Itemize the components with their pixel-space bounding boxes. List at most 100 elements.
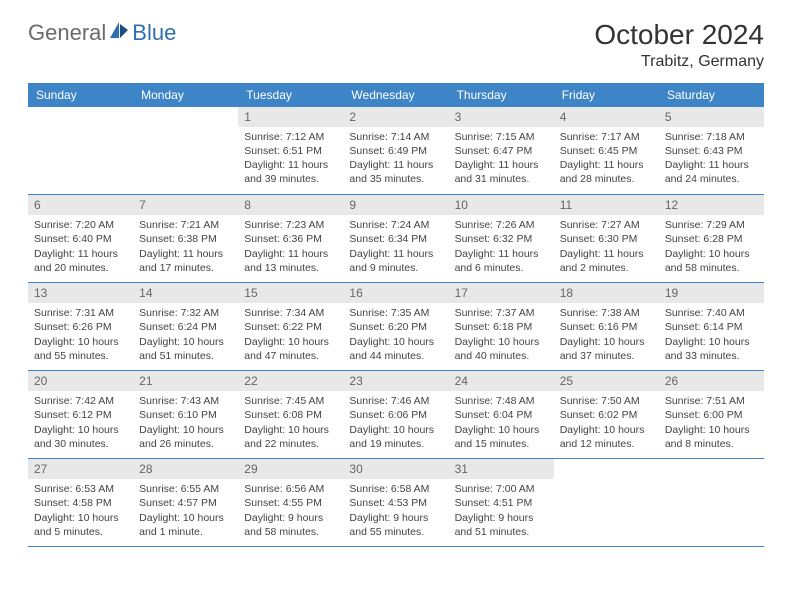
calendar-week: 6Sunrise: 7:20 AMSunset: 6:40 PMDaylight… (28, 195, 764, 283)
day-number: 26 (659, 371, 764, 391)
day-content: Sunrise: 7:34 AMSunset: 6:22 PMDaylight:… (238, 303, 343, 369)
calendar-cell: 11Sunrise: 7:27 AMSunset: 6:30 PMDayligh… (554, 195, 659, 283)
sunrise-text: Sunrise: 7:21 AM (139, 218, 232, 232)
sunset-text: Sunset: 6:51 PM (244, 144, 337, 158)
sunset-text: Sunset: 6:34 PM (349, 232, 442, 246)
day-number: 22 (238, 371, 343, 391)
day-number: 21 (133, 371, 238, 391)
sunrise-text: Sunrise: 7:51 AM (665, 394, 758, 408)
sunset-text: Sunset: 6:08 PM (244, 408, 337, 422)
day-content: Sunrise: 7:17 AMSunset: 6:45 PMDaylight:… (554, 127, 659, 193)
day-number: 13 (28, 283, 133, 303)
calendar-cell: 1Sunrise: 7:12 AMSunset: 6:51 PMDaylight… (238, 107, 343, 195)
day-content: Sunrise: 7:37 AMSunset: 6:18 PMDaylight:… (449, 303, 554, 369)
daylight-text: Daylight: 10 hours and 8 minutes. (665, 423, 758, 451)
sunset-text: Sunset: 6:10 PM (139, 408, 232, 422)
daylight-text: Daylight: 11 hours and 35 minutes. (349, 158, 442, 186)
day-header: Thursday (449, 83, 554, 107)
sunset-text: Sunset: 6:22 PM (244, 320, 337, 334)
day-content: Sunrise: 7:46 AMSunset: 6:06 PMDaylight:… (343, 391, 448, 457)
sunset-text: Sunset: 6:06 PM (349, 408, 442, 422)
day-content: Sunrise: 7:18 AMSunset: 6:43 PMDaylight:… (659, 127, 764, 193)
day-number: 28 (133, 459, 238, 479)
sunrise-text: Sunrise: 6:55 AM (139, 482, 232, 496)
day-number: 11 (554, 195, 659, 215)
sunset-text: Sunset: 6:45 PM (560, 144, 653, 158)
day-content: Sunrise: 7:20 AMSunset: 6:40 PMDaylight:… (28, 215, 133, 281)
day-content: Sunrise: 7:24 AMSunset: 6:34 PMDaylight:… (343, 215, 448, 281)
day-content: Sunrise: 7:14 AMSunset: 6:49 PMDaylight:… (343, 127, 448, 193)
sunrise-text: Sunrise: 7:35 AM (349, 306, 442, 320)
sunset-text: Sunset: 6:43 PM (665, 144, 758, 158)
daylight-text: Daylight: 11 hours and 31 minutes. (455, 158, 548, 186)
calendar-cell: 12Sunrise: 7:29 AMSunset: 6:28 PMDayligh… (659, 195, 764, 283)
calendar-cell: 8Sunrise: 7:23 AMSunset: 6:36 PMDaylight… (238, 195, 343, 283)
day-content: Sunrise: 7:27 AMSunset: 6:30 PMDaylight:… (554, 215, 659, 281)
daylight-text: Daylight: 10 hours and 37 minutes. (560, 335, 653, 363)
day-content: Sunrise: 6:58 AMSunset: 4:53 PMDaylight:… (343, 479, 448, 545)
sunset-text: Sunset: 6:49 PM (349, 144, 442, 158)
daylight-text: Daylight: 10 hours and 5 minutes. (34, 511, 127, 539)
sunset-text: Sunset: 6:30 PM (560, 232, 653, 246)
day-number: 4 (554, 107, 659, 127)
sunrise-text: Sunrise: 6:53 AM (34, 482, 127, 496)
brand-general: General (28, 20, 106, 46)
calendar-cell (659, 459, 764, 547)
daylight-text: Daylight: 11 hours and 39 minutes. (244, 158, 337, 186)
daylight-text: Daylight: 10 hours and 30 minutes. (34, 423, 127, 451)
daylight-text: Daylight: 9 hours and 55 minutes. (349, 511, 442, 539)
day-content: Sunrise: 7:42 AMSunset: 6:12 PMDaylight:… (28, 391, 133, 457)
day-number: 6 (28, 195, 133, 215)
calendar-cell: 26 Sunrise: 7:51 AMSunset: 6:00 PMDayligh… (659, 371, 764, 459)
daylight-text: Daylight: 10 hours and 51 minutes. (139, 335, 232, 363)
day-number: 29 (238, 459, 343, 479)
calendar-cell: 9Sunrise: 7:24 AMSunset: 6:34 PMDaylight… (343, 195, 448, 283)
calendar-week: 13Sunrise: 7:31 AMSunset: 6:26 PMDayligh… (28, 283, 764, 371)
day-content: Sunrise: 7:32 AMSunset: 6:24 PMDaylight:… (133, 303, 238, 369)
day-content: Sunrise: 7:38 AMSunset: 6:16 PMDaylight:… (554, 303, 659, 369)
day-header: Friday (554, 83, 659, 107)
sunrise-text: Sunrise: 6:56 AM (244, 482, 337, 496)
sunset-text: Sunset: 6:36 PM (244, 232, 337, 246)
calendar-cell: 6Sunrise: 7:20 AMSunset: 6:40 PMDaylight… (28, 195, 133, 283)
brand-logo: General Blue (28, 20, 176, 46)
sunset-text: Sunset: 4:57 PM (139, 496, 232, 510)
day-content: Sunrise: 7:40 AMSunset: 6:14 PMDaylight:… (659, 303, 764, 369)
day-number: 7 (133, 195, 238, 215)
sunrise-text: Sunrise: 7:27 AM (560, 218, 653, 232)
day-number: 30 (343, 459, 448, 479)
day-content: Sunrise: 7:43 AMSunset: 6:10 PMDaylight:… (133, 391, 238, 457)
sunset-text: Sunset: 6:47 PM (455, 144, 548, 158)
calendar-cell: 30Sunrise: 6:58 AMSunset: 4:53 PMDayligh… (343, 459, 448, 547)
daylight-text: Daylight: 10 hours and 19 minutes. (349, 423, 442, 451)
calendar-cell: 28Sunrise: 6:55 AMSunset: 4:57 PMDayligh… (133, 459, 238, 547)
sunset-text: Sunset: 6:00 PM (665, 408, 758, 422)
sunset-text: Sunset: 6:28 PM (665, 232, 758, 246)
sunset-text: Sunset: 4:55 PM (244, 496, 337, 510)
sunrise-text: Sunrise: 7:12 AM (244, 130, 337, 144)
sunset-text: Sunset: 4:58 PM (34, 496, 127, 510)
header: General Blue October 2024 Trabitz, Germa… (28, 20, 764, 71)
calendar-cell: 21Sunrise: 7:43 AMSunset: 6:10 PMDayligh… (133, 371, 238, 459)
day-content: Sunrise: 7:26 AMSunset: 6:32 PMDaylight:… (449, 215, 554, 281)
day-content: Sunrise: 7:00 AMSunset: 4:51 PMDaylight:… (449, 479, 554, 545)
calendar-cell: 7Sunrise: 7:21 AMSunset: 6:38 PMDaylight… (133, 195, 238, 283)
day-content: Sunrise: 6:55 AMSunset: 4:57 PMDaylight:… (133, 479, 238, 545)
day-number: 3 (449, 107, 554, 127)
day-number: 27 (28, 459, 133, 479)
daylight-text: Daylight: 11 hours and 28 minutes. (560, 158, 653, 186)
day-content: Sunrise: 6:56 AMSunset: 4:55 PMDaylight:… (238, 479, 343, 545)
daylight-text: Daylight: 10 hours and 12 minutes. (560, 423, 653, 451)
calendar-cell (133, 107, 238, 195)
day-content: Sunrise: 7:35 AMSunset: 6:20 PMDaylight:… (343, 303, 448, 369)
sunrise-text: Sunrise: 7:15 AM (455, 130, 548, 144)
sunset-text: Sunset: 6:18 PM (455, 320, 548, 334)
sunrise-text: Sunrise: 7:18 AM (665, 130, 758, 144)
calendar-cell: 24Sunrise: 7:48 AMSunset: 6:04 PMDayligh… (449, 371, 554, 459)
sunset-text: Sunset: 6:40 PM (34, 232, 127, 246)
day-header: Wednesday (343, 83, 448, 107)
sunset-text: Sunset: 6:02 PM (560, 408, 653, 422)
daylight-text: Daylight: 10 hours and 26 minutes. (139, 423, 232, 451)
sunrise-text: Sunrise: 7:00 AM (455, 482, 548, 496)
calendar-cell: 17Sunrise: 7:37 AMSunset: 6:18 PMDayligh… (449, 283, 554, 371)
